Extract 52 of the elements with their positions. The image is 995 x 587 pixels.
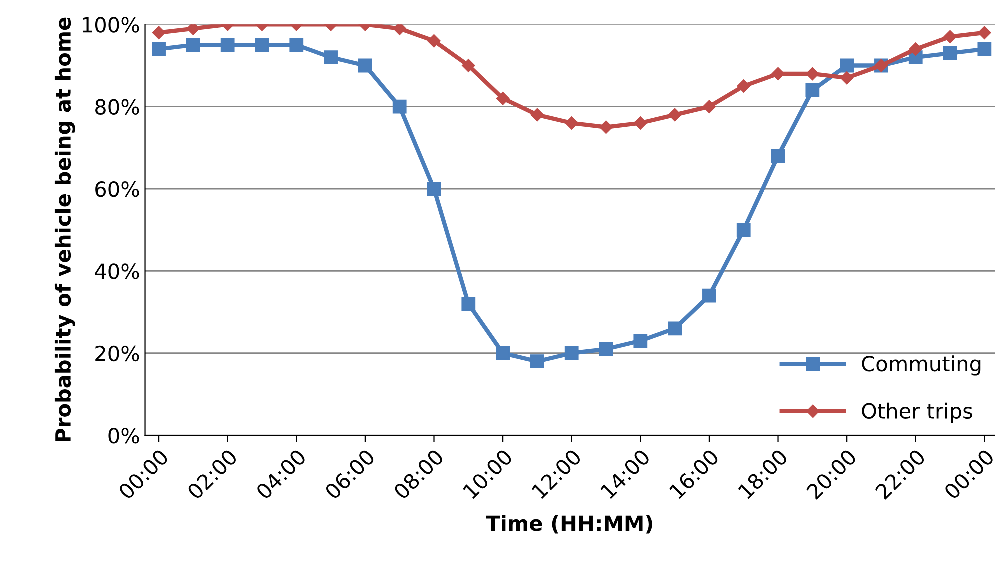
- y-tick-label: 0%: [108, 428, 140, 444]
- point: [599, 342, 614, 356]
- point: [702, 288, 716, 303]
- y-tick-label: 100%: [83, 17, 140, 33]
- x-axis-title: Time (HH:MM): [486, 515, 652, 534]
- point: [978, 42, 992, 56]
- legend-label: Commuting: [862, 356, 981, 376]
- point: [772, 67, 785, 81]
- point: [702, 100, 716, 114]
- point: [840, 71, 854, 85]
- point: [290, 38, 304, 52]
- point: [186, 24, 200, 36]
- point: [324, 50, 338, 64]
- y-axis-title: Probability of vehicle being at home: [54, 18, 76, 442]
- point: [668, 322, 682, 336]
- point: [943, 46, 958, 60]
- point: [530, 108, 544, 122]
- y-tick-label: 80%: [96, 99, 140, 116]
- point: [220, 38, 235, 52]
- point: [944, 30, 957, 44]
- point: [806, 83, 820, 98]
- point: [358, 58, 372, 73]
- point: [186, 38, 200, 52]
- y-tick-label: 40%: [95, 264, 140, 280]
- point: [496, 92, 510, 106]
- point: [634, 334, 648, 348]
- point: [771, 149, 786, 164]
- point: [634, 116, 648, 130]
- y-tick-label: 60%: [96, 181, 140, 198]
- point: [565, 116, 578, 130]
- point: [392, 100, 407, 114]
- point: [255, 38, 270, 52]
- point: [978, 26, 992, 40]
- point: [736, 223, 751, 238]
- point: [840, 58, 854, 73]
- point: [427, 182, 442, 196]
- point: [564, 346, 579, 360]
- point: [152, 26, 166, 40]
- point: [428, 34, 441, 48]
- point: [909, 42, 922, 56]
- legend-label: Other trips: [862, 402, 972, 424]
- point: [496, 346, 510, 360]
- point: [530, 354, 544, 369]
- y-tick-label: 20%: [96, 346, 140, 362]
- point: [152, 42, 166, 56]
- point: [806, 67, 820, 81]
- point: [393, 24, 406, 36]
- point: [600, 120, 613, 134]
- point: [737, 80, 750, 93]
- point: [462, 59, 476, 72]
- point: [462, 297, 476, 312]
- point: [668, 108, 682, 122]
